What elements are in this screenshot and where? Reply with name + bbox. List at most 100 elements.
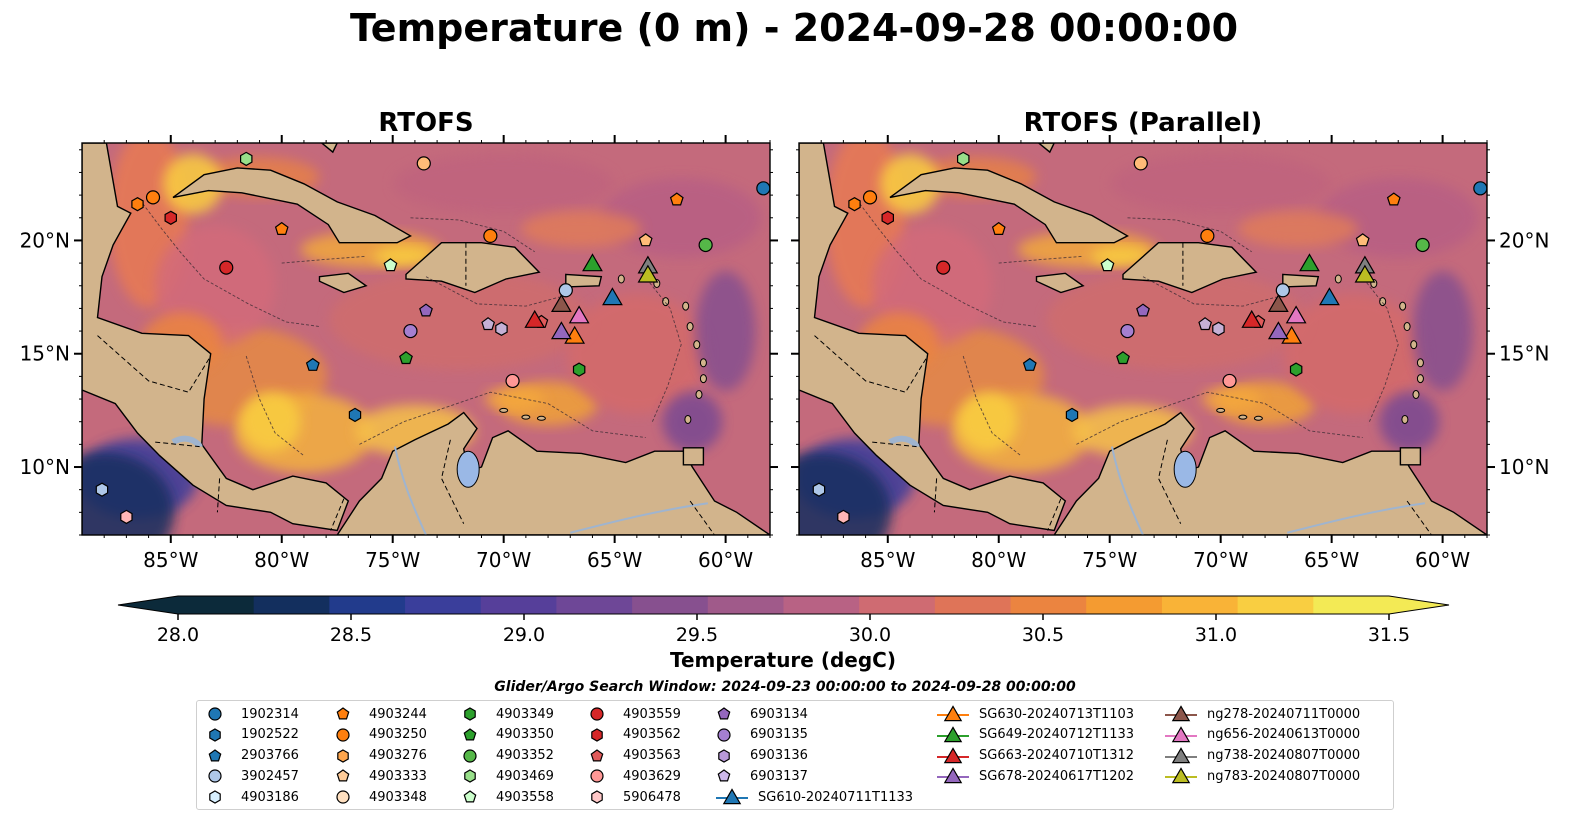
land-puerto-rico [1282, 273, 1320, 288]
temperature-field-patch [1283, 293, 1424, 414]
legend-float-symbol [590, 748, 604, 762]
isobath-contour [1357, 271, 1399, 422]
isobath-contour [856, 199, 1037, 327]
legend-float-symbol [464, 707, 476, 721]
legend-item: SG630-20240713T1103 [935, 704, 1134, 724]
island [1416, 358, 1424, 368]
legend-item: 4903559 [587, 704, 681, 724]
island [684, 414, 692, 424]
argo-float-marker [1275, 283, 1290, 298]
argo-float-marker [120, 509, 133, 525]
legend-item: 6903135 [714, 725, 808, 745]
land-hispaniola [405, 241, 541, 294]
argo-float-marker [419, 303, 433, 317]
legend-label: 4903244 [369, 706, 427, 722]
legend-marker [209, 728, 221, 742]
colorbar-tick-label: 29.5 [676, 624, 718, 646]
argo-float-marker [95, 482, 109, 497]
legend-marker [591, 790, 603, 804]
colorbar-segment [707, 596, 784, 614]
legend-float-symbol [463, 748, 477, 763]
legend-label: 4903348 [369, 789, 427, 805]
country-border [1406, 500, 1432, 535]
argo-float-marker [403, 323, 418, 339]
temperature-field-patch [1110, 153, 1331, 214]
argo-float-marker [1116, 351, 1130, 365]
land-bahamas-1 [1037, 143, 1055, 154]
island [662, 297, 670, 307]
legend-item: SG649-20240712T1133 [935, 725, 1134, 745]
x-tick-label: 70°W [1193, 548, 1248, 572]
land-jamaica [318, 272, 368, 294]
temperature-field-patch [329, 269, 590, 370]
legend-float-symbol [717, 707, 731, 720]
colorbar-segment [632, 596, 709, 614]
glider-marker [1319, 287, 1340, 306]
island [1216, 407, 1226, 413]
country-border [933, 478, 938, 513]
x-tick-label: 85°W [860, 548, 915, 572]
argo-float-marker [756, 181, 770, 196]
lake-nicaragua [888, 435, 920, 448]
isobath-contour [962, 355, 1022, 457]
argo-float-marker [495, 321, 508, 336]
legend-label: 6903137 [750, 768, 808, 784]
colorbar-segment [1086, 596, 1163, 614]
argo-float-marker [1065, 407, 1079, 423]
panel-title-rtofs: RTOFS [378, 108, 474, 138]
argo-float-marker [1022, 357, 1037, 371]
legend-marker [590, 707, 604, 721]
island [1416, 374, 1424, 384]
temperature-field-patch [484, 387, 545, 412]
legend-marker [590, 748, 604, 762]
island [695, 390, 703, 400]
x-tick-label: 80°W [971, 548, 1026, 572]
legend-item: 5906478 [587, 787, 681, 807]
argo-float-marker [481, 317, 496, 331]
legend-triangle [943, 725, 963, 742]
temperature-field-patch [662, 391, 723, 452]
legend-float-symbol [718, 748, 730, 763]
isobath-contour [281, 255, 367, 264]
glider-marker [637, 264, 659, 283]
island [693, 340, 701, 350]
legend-item: 4903186 [205, 787, 299, 807]
colorbar-segment [253, 596, 330, 614]
argo-float-marker [483, 228, 498, 244]
legend-item: SG678-20240617T1202 [935, 766, 1134, 786]
legend-label: ng656-20240613T0000 [1207, 727, 1361, 743]
island [499, 407, 509, 413]
legend-label: 4903350 [496, 727, 554, 743]
legend-label: 4903349 [496, 706, 554, 722]
land-puerto-rico [565, 273, 603, 288]
legend-glider-symbol [937, 767, 969, 784]
isobath-contour [245, 355, 305, 457]
legend-marker [463, 790, 477, 803]
legend-glider-symbol [937, 725, 969, 742]
temperature-field-patch [566, 293, 707, 414]
y-tick-label: 10°N [20, 455, 70, 479]
legend-marker [717, 707, 731, 720]
temperature-field-patch [82, 452, 175, 535]
lake-nicaragua [171, 435, 203, 448]
legend-item: 6903134 [714, 704, 808, 724]
colorbar-tick-label: 30.0 [849, 624, 891, 646]
legend-label: 1902314 [241, 706, 299, 722]
legend-item: 4903558 [460, 787, 554, 807]
country-border [97, 335, 212, 393]
legend-float-symbol [208, 748, 222, 762]
legend-item: 6903136 [714, 746, 808, 766]
glider-marker [550, 321, 572, 340]
island [1238, 414, 1248, 420]
glider-markers [1241, 253, 1376, 344]
legend-marker [463, 748, 477, 763]
legend-item: 4903563 [587, 746, 681, 766]
legend-float-symbol [717, 769, 731, 782]
argo-float-marker [1415, 237, 1430, 253]
legend-float-symbol [590, 769, 604, 783]
legend-float-symbol [591, 728, 603, 742]
colorbar-tick-label: 31.0 [1195, 624, 1237, 646]
legend-label: 4903562 [623, 727, 681, 743]
glider-marker [1285, 305, 1307, 324]
